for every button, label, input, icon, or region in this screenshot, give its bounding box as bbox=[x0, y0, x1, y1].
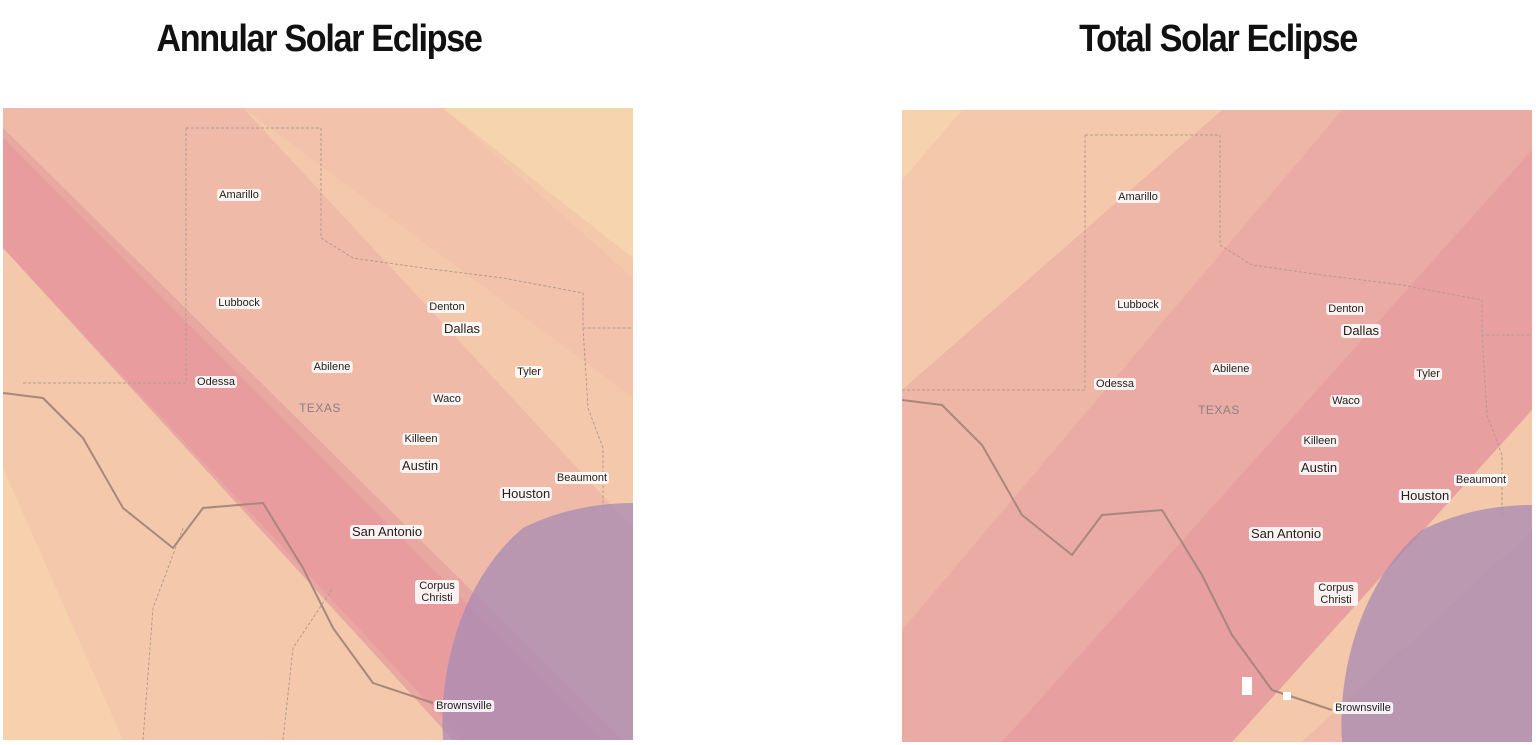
city-label: Odessa bbox=[195, 376, 237, 388]
city-label: Lubbock bbox=[1115, 299, 1161, 311]
band-outer bbox=[902, 110, 962, 180]
city-label: Beaumont bbox=[554, 472, 610, 484]
map-title: Annular Solar Eclipse bbox=[156, 18, 483, 60]
city-label: Beaumont bbox=[1453, 474, 1509, 486]
city-label: Dallas bbox=[441, 321, 483, 336]
city-label: Dallas bbox=[1340, 323, 1382, 338]
city-label: TEXAS bbox=[1198, 403, 1240, 417]
city-label: Austin bbox=[399, 458, 441, 473]
city-label: Brownsville bbox=[434, 700, 494, 712]
gulf bbox=[1341, 505, 1532, 742]
city-label: Houston bbox=[1398, 488, 1452, 503]
city-label: Amarillo bbox=[1116, 191, 1160, 203]
band bbox=[902, 110, 1532, 742]
river-border bbox=[902, 399, 1333, 711]
map-panel: Amarillo Lubbock Odessa Abilene TEXAS Denton D… bbox=[902, 110, 1532, 742]
city-label: Abilene bbox=[311, 361, 353, 373]
city-label: Waco bbox=[1330, 395, 1362, 407]
city-label: Corpus Christi bbox=[1314, 582, 1358, 606]
city-label: Corpus Christi bbox=[415, 580, 459, 604]
city-label: Odessa bbox=[1094, 378, 1136, 390]
map-panel: Amarillo Lubbock Odessa Abilene TEXAS Denton D… bbox=[3, 108, 633, 740]
band bbox=[3, 108, 633, 740]
city-label: Lubbock bbox=[216, 297, 262, 309]
band-outer bbox=[443, 108, 633, 258]
city-label: Denton bbox=[1326, 303, 1366, 315]
city-label: Amarillo bbox=[217, 189, 261, 201]
city-label: Houston bbox=[499, 486, 553, 501]
map-title: Total Solar Eclipse bbox=[1079, 18, 1358, 60]
band bbox=[3, 468, 123, 740]
city-label: Waco bbox=[431, 393, 463, 405]
band bbox=[243, 108, 633, 398]
gulf bbox=[442, 503, 633, 740]
river-border bbox=[3, 392, 434, 704]
city-label: Tyler bbox=[515, 366, 543, 378]
marker bbox=[1283, 692, 1291, 700]
city-label: Tyler bbox=[1414, 368, 1442, 380]
city-label: San Antonio bbox=[349, 524, 425, 539]
city-label: TEXAS bbox=[299, 401, 341, 415]
map bbox=[902, 110, 1532, 742]
map bbox=[3, 108, 633, 740]
city-label: Brownsville bbox=[1333, 702, 1393, 714]
city-label: Killeen bbox=[402, 433, 440, 445]
marker bbox=[1242, 677, 1252, 695]
city-label: Killeen bbox=[1301, 435, 1339, 447]
city-label: Abilene bbox=[1210, 363, 1252, 375]
city-label: Austin bbox=[1298, 460, 1340, 475]
eclipse-path bbox=[1002, 150, 1532, 742]
city-label: San Antonio bbox=[1248, 526, 1324, 541]
city-label: Denton bbox=[427, 301, 467, 313]
band bbox=[3, 128, 623, 740]
